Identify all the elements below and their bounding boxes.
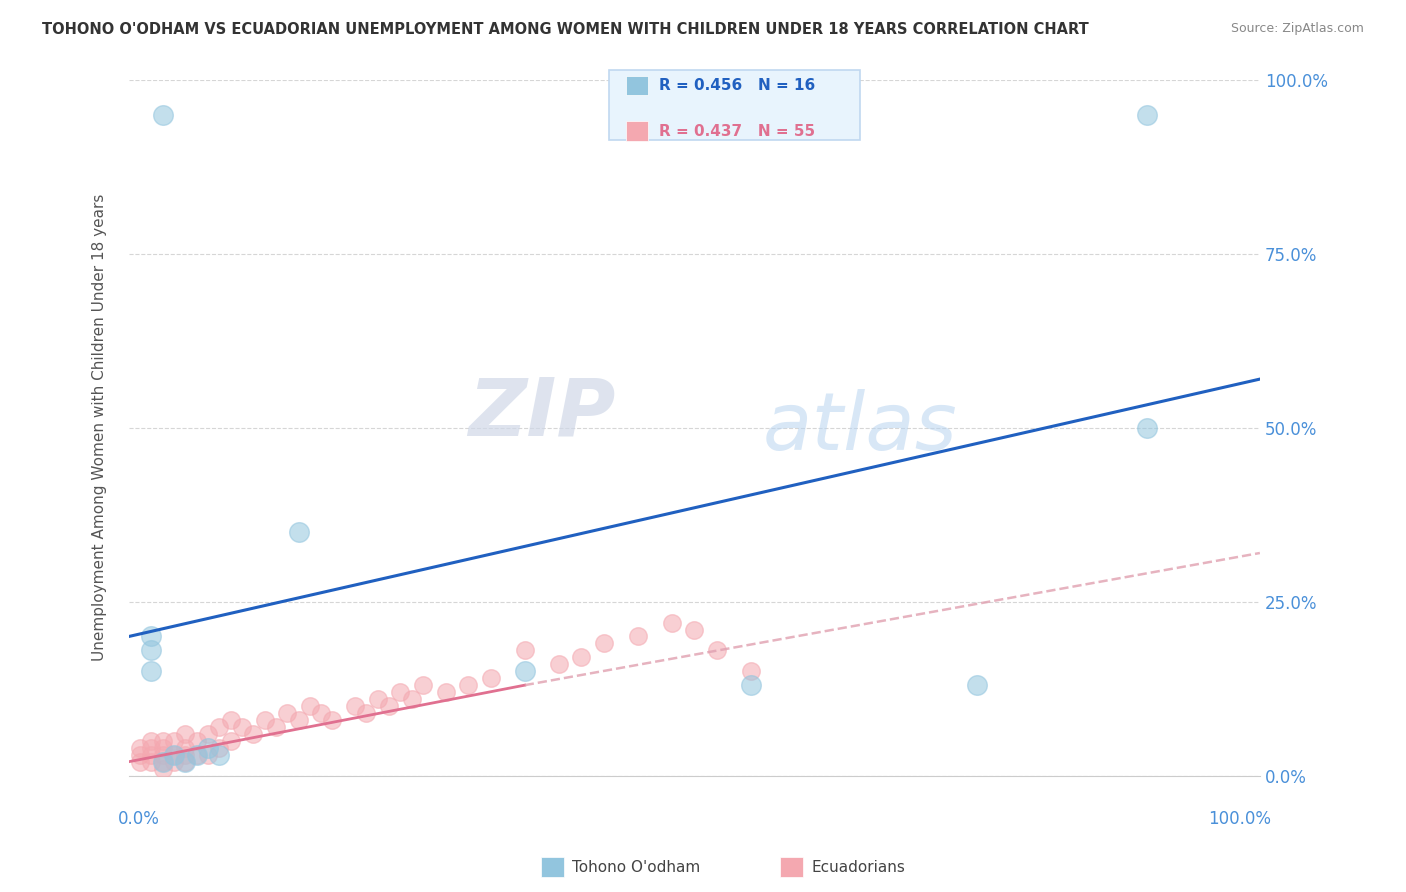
Point (174, 755, 197, 769)
Point (141, 643, 163, 657)
Point (208, 740, 231, 755)
Point (547, 657, 569, 672)
Point (1136, 108, 1159, 122)
Point (174, 755, 197, 769)
Point (141, 747, 163, 762)
Point (152, 762, 174, 776)
Point (141, 734, 163, 748)
Point (208, 720, 231, 734)
Point (1136, 421, 1159, 435)
Text: atlas: atlas (762, 389, 957, 467)
Point (152, 755, 174, 769)
Point (740, 665, 762, 679)
Point (287, 713, 309, 727)
Point (141, 630, 163, 644)
Y-axis label: Unemployment Among Women with Children Under 18 years: Unemployment Among Women with Children U… (93, 194, 107, 662)
Point (356, 706, 378, 720)
Point (197, 740, 219, 755)
Point (298, 699, 321, 714)
Point (163, 747, 186, 762)
Point (163, 734, 186, 748)
Point (287, 525, 309, 540)
Point (152, 755, 174, 769)
Point (513, 643, 536, 657)
Point (186, 734, 208, 748)
Point (321, 713, 343, 727)
Point (141, 755, 163, 769)
Point (683, 623, 706, 637)
Point (141, 740, 163, 755)
Point (129, 740, 152, 755)
Text: Tohono O'odham: Tohono O'odham (572, 860, 700, 874)
Point (367, 692, 389, 706)
Point (186, 747, 208, 762)
Point (593, 636, 616, 650)
Point (389, 685, 412, 699)
Point (627, 630, 650, 644)
Point (152, 747, 174, 762)
Point (208, 747, 231, 762)
Point (309, 706, 332, 720)
Text: R = 0.456   N = 16: R = 0.456 N = 16 (659, 78, 815, 93)
Point (219, 734, 242, 748)
Text: Ecuadorians: Ecuadorians (811, 860, 905, 874)
Point (129, 747, 152, 762)
Point (253, 713, 276, 727)
Point (197, 747, 219, 762)
Point (129, 755, 152, 769)
Text: TOHONO O'ODHAM VS ECUADORIAN UNEMPLOYMENT AMONG WOMEN WITH CHILDREN UNDER 18 YEA: TOHONO O'ODHAM VS ECUADORIAN UNEMPLOYMEN… (42, 22, 1088, 37)
Point (344, 699, 367, 714)
Point (186, 747, 208, 762)
Text: Source: ZipAtlas.com: Source: ZipAtlas.com (1230, 22, 1364, 36)
Point (457, 678, 479, 692)
Point (163, 747, 186, 762)
Text: 100.0%: 100.0% (1208, 810, 1271, 829)
Point (740, 678, 762, 692)
Point (264, 720, 287, 734)
Point (569, 650, 592, 665)
Point (219, 713, 242, 727)
Point (412, 678, 434, 692)
Point (163, 755, 186, 769)
Point (661, 615, 683, 630)
Point (152, 108, 174, 122)
Point (378, 699, 401, 714)
Text: 0.0%: 0.0% (118, 810, 159, 829)
Point (966, 678, 988, 692)
Point (401, 692, 423, 706)
Point (276, 706, 298, 720)
Point (479, 671, 502, 685)
Text: R = 0.437   N = 55: R = 0.437 N = 55 (659, 124, 815, 138)
Point (174, 740, 197, 755)
Text: ZIP: ZIP (468, 375, 616, 453)
Point (434, 685, 457, 699)
Point (152, 740, 174, 755)
Point (231, 720, 253, 734)
Point (174, 727, 197, 741)
Point (141, 665, 163, 679)
Point (706, 643, 728, 657)
Point (174, 747, 197, 762)
Point (152, 734, 174, 748)
Point (242, 727, 264, 741)
Point (513, 665, 536, 679)
Point (197, 727, 219, 741)
